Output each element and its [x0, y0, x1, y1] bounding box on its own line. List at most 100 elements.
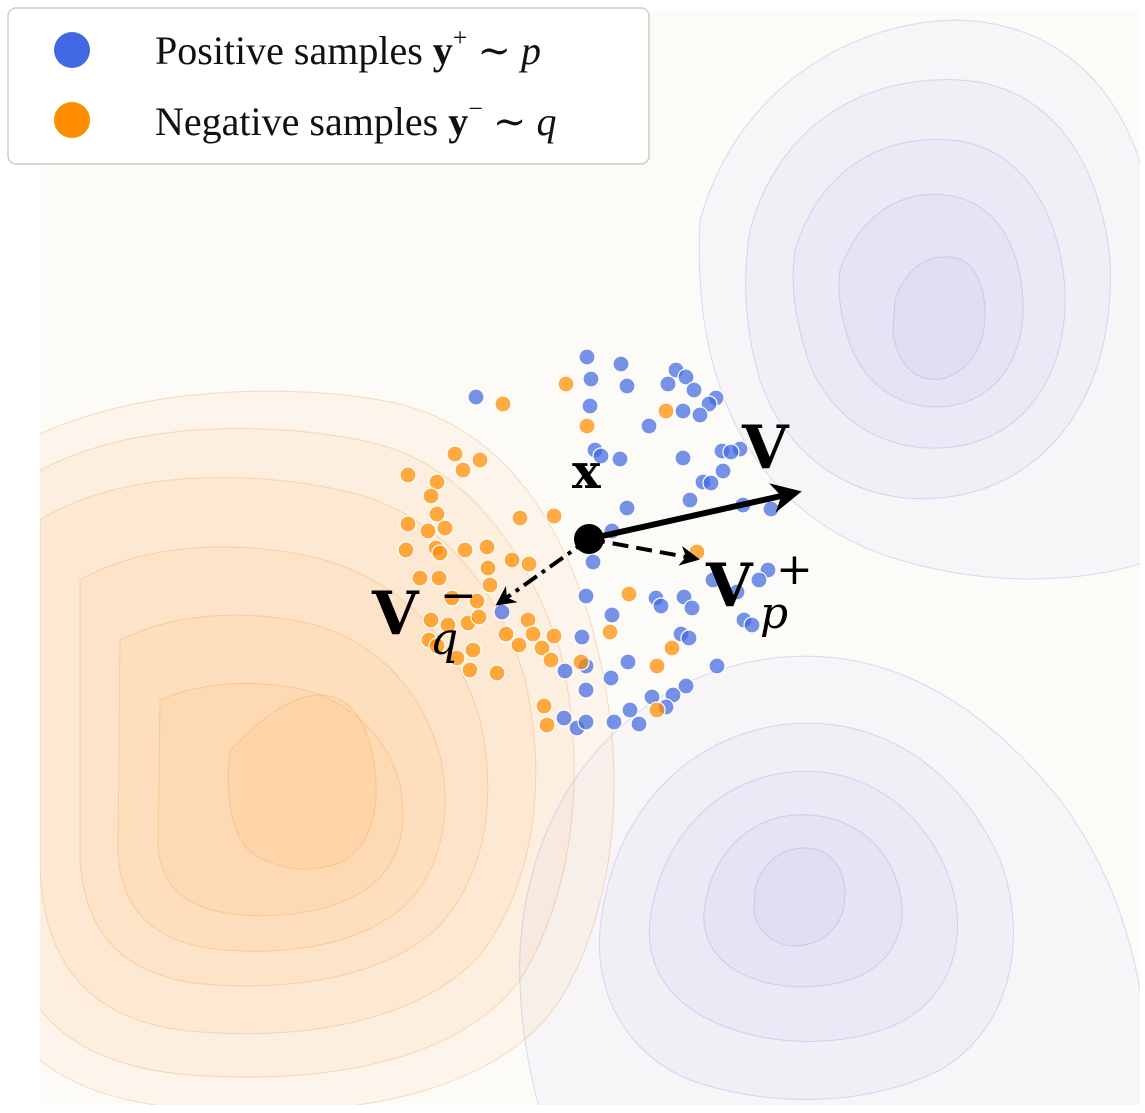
density-contours — [40, 19, 1140, 1105]
negative-point — [428, 505, 446, 523]
negative-point — [533, 639, 551, 657]
negative-point — [428, 637, 446, 655]
legend-positive-bold: y — [433, 28, 453, 73]
negative-point — [542, 651, 560, 669]
negative-point — [538, 716, 556, 734]
legend-box — [7, 7, 650, 165]
negative-point — [572, 653, 590, 671]
negative-point — [436, 519, 454, 537]
anchor-point-x — [574, 524, 604, 554]
negative-point — [422, 611, 440, 629]
vector-v — [588, 483, 802, 542]
negative-point — [446, 445, 464, 463]
negative-density — [40, 390, 615, 1105]
positive-point — [677, 368, 695, 386]
negative-point — [497, 625, 515, 643]
label-v: V — [741, 413, 790, 483]
negative-point — [430, 569, 448, 587]
positive-point — [619, 653, 637, 671]
negative-point — [545, 627, 563, 645]
legend-positive-dist: p — [518, 28, 541, 73]
label-v-plus-sub: p — [760, 588, 788, 639]
negative-point — [431, 544, 449, 562]
positive-point — [612, 355, 630, 373]
label-x: x — [572, 444, 601, 500]
positive-point — [691, 406, 709, 424]
positive-point — [714, 462, 732, 480]
negative-point — [663, 639, 681, 657]
negative-point — [494, 395, 512, 413]
negative-point — [545, 507, 563, 525]
negative-point — [399, 466, 417, 484]
positive-point — [577, 713, 595, 731]
positive-point — [467, 388, 485, 406]
legend-negative-rest: ∼ — [483, 99, 537, 144]
positive-samples — [467, 348, 780, 737]
legend-negative-dist: q — [536, 99, 556, 144]
positive-point — [681, 491, 699, 509]
negative-point — [503, 551, 521, 569]
positive-point — [611, 450, 629, 468]
negative-point — [648, 657, 666, 675]
negative-point — [620, 585, 638, 603]
negative-point — [439, 616, 457, 634]
positive-point — [602, 669, 620, 687]
math-labels: x V V + p V − q — [371, 413, 813, 665]
negative-point — [397, 541, 415, 559]
negative-point — [456, 541, 474, 559]
negative-point — [419, 522, 437, 540]
negative-point — [399, 515, 417, 533]
legend-negative-sup: − — [468, 94, 483, 123]
negative-point — [471, 451, 489, 469]
positive-point — [640, 417, 658, 435]
label-v-minus-sub: q — [430, 614, 458, 665]
legend-positive-sup: + — [453, 23, 468, 52]
negative-point — [520, 555, 538, 573]
negative-point — [648, 701, 666, 719]
negative-point — [524, 625, 542, 643]
legend-label-positive: Positive samples y+ ∼ p — [155, 23, 541, 73]
positive-point — [618, 499, 636, 517]
positive-point — [680, 629, 698, 647]
positive-density-top — [698, 19, 1140, 580]
positive-point — [578, 348, 596, 366]
legend: Positive samples y+ ∼ p Negative samples… — [7, 7, 650, 165]
positive-density-bottom — [519, 655, 1140, 1105]
negative-point — [470, 608, 488, 626]
negative-point — [443, 589, 461, 607]
negative-point — [601, 623, 619, 641]
positive-point — [581, 397, 599, 415]
positive-point — [702, 474, 720, 492]
legend-label-negative: Negative samples y− ∼ q — [155, 94, 556, 144]
positive-point — [556, 662, 574, 680]
positive-point — [677, 677, 695, 695]
positive-point — [700, 395, 718, 413]
negative-point — [479, 559, 497, 577]
negative-point — [557, 375, 575, 393]
positive-point — [750, 571, 768, 589]
positive-point — [493, 603, 511, 621]
positive-point — [630, 715, 648, 733]
label-v-plus-sup: + — [776, 544, 813, 595]
positive-point — [618, 377, 636, 395]
negative-point — [481, 576, 499, 594]
legend-positive-text: Positive samples — [155, 28, 433, 73]
positive-point — [683, 599, 701, 617]
negative-point — [657, 402, 675, 420]
positive-point — [722, 443, 740, 461]
vector-v-minus — [495, 537, 591, 606]
positive-point — [603, 606, 621, 624]
negative-point — [448, 649, 466, 667]
negative-point — [578, 417, 596, 435]
vectors — [495, 483, 802, 606]
positive-point — [577, 587, 595, 605]
legend-negative-text: Negative samples — [155, 99, 448, 144]
negative-point — [511, 509, 529, 527]
legend-positive-rest: ∼ — [467, 28, 521, 73]
positive-point — [674, 402, 692, 420]
negative-point — [422, 487, 440, 505]
legend-negative-bold: y — [448, 99, 468, 144]
positive-point — [573, 628, 591, 646]
negative-point — [478, 538, 496, 556]
